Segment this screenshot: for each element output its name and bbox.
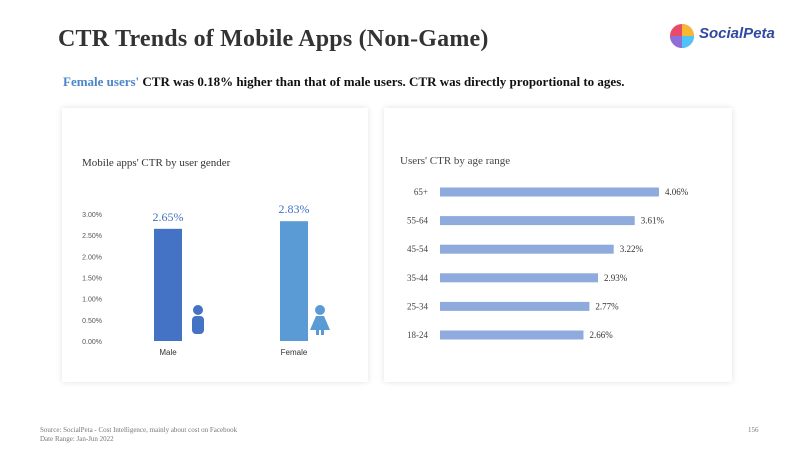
data-label: 4.06% [665, 187, 689, 197]
bar-age-18-24 [440, 330, 584, 340]
bar-age-35-44 [440, 273, 599, 283]
y-tick-label: 65+ [414, 187, 428, 197]
y-tick-label: 1.50% [82, 276, 102, 283]
page-number: 156 [748, 426, 759, 434]
age-chart-panel: Users' CTR by age range 65+ 4.06% 55-64 3.61… [384, 108, 732, 382]
x-tick-label: Female [281, 348, 308, 357]
y-tick-label: 25-34 [407, 301, 428, 311]
data-label: 2.77% [595, 301, 619, 311]
data-label: 2.93% [604, 273, 628, 283]
age-ctr-chart: Users' CTR by age range 65+ 4.06% 55-64 3.61… [400, 155, 689, 340]
logo-text: SocialPeta [699, 25, 775, 42]
page-title: CTR Trends of Mobile Apps (Non-Game) [58, 26, 489, 52]
y-tick-label: 0.50% [82, 318, 102, 325]
bar-age-65plus [440, 187, 659, 197]
male-icon [192, 305, 204, 334]
gender-ctr-chart: Mobile apps' CTR by user gender 0.00% 0.50… [82, 157, 330, 357]
data-label: 2.66% [589, 330, 613, 340]
y-tick-label: 1.00% [82, 297, 102, 304]
summary-text: Female users' CTR was 0.18% higher than … [63, 74, 625, 90]
y-tick-label: 45-54 [407, 244, 428, 254]
chart-title: Mobile apps' CTR by user gender [82, 157, 231, 169]
data-label: 3.22% [620, 244, 644, 254]
y-tick-label: 55-64 [407, 216, 428, 226]
bar-age-45-54 [440, 244, 614, 254]
date-range-text: Date Range: Jan-Jun 2022 [40, 435, 114, 443]
summary-rest: CTR was 0.18% higher than that of male u… [139, 74, 625, 89]
footer-source: Source: SocialPeta - Cost Intelligence, … [40, 426, 237, 444]
bar-female [280, 221, 308, 341]
source-text: Source: SocialPeta - Cost Intelligence, … [40, 426, 238, 434]
data-label: 3.61% [641, 216, 665, 226]
x-tick-label: Male [159, 348, 177, 357]
y-tick-label: 2.50% [82, 233, 102, 240]
y-tick-label: 2.00% [82, 254, 102, 261]
female-icon [310, 305, 330, 335]
bar-age-55-64 [440, 216, 635, 226]
summary-highlight: Female users' [63, 74, 140, 89]
data-label: 2.65% [153, 210, 184, 224]
socialpeta-logo: SocialPeta [668, 22, 780, 52]
y-tick-label: 18-24 [407, 330, 428, 340]
chart-title: Users' CTR by age range [400, 155, 510, 167]
bar-age-25-34 [440, 301, 590, 311]
y-tick-label: 3.00% [82, 212, 102, 219]
logo-icon [670, 24, 694, 48]
y-tick-label: 35-44 [407, 273, 428, 283]
data-label: 2.83% [279, 202, 310, 216]
gender-chart-panel: Mobile apps' CTR by user gender 0.00% 0.50… [62, 108, 368, 382]
bar-male [154, 228, 182, 341]
y-tick-label: 0.00% [82, 339, 102, 346]
